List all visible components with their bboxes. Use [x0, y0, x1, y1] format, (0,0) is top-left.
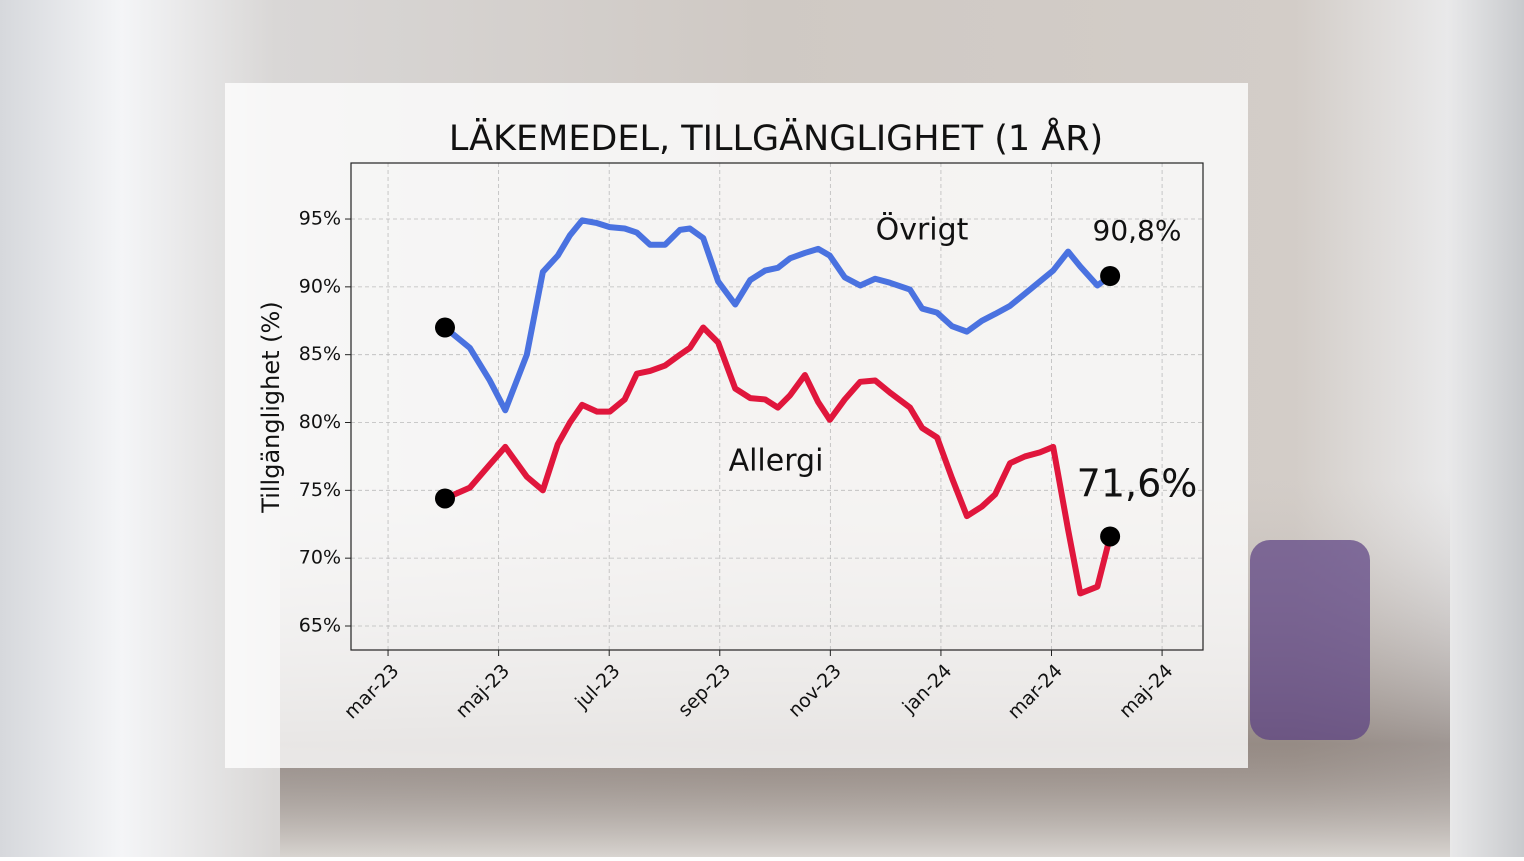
y-axis-label: Tillgänglighet (%) [257, 301, 285, 513]
series-line [443, 217, 1112, 414]
end-marker [1100, 526, 1121, 547]
end-marker [434, 317, 455, 338]
end-marker [434, 488, 455, 509]
y-tick-label: 65% [299, 614, 341, 636]
y-tick-label: 75% [299, 479, 341, 501]
series-label: Allergi [729, 444, 824, 479]
chart-panel [225, 83, 1248, 768]
end-value-label: 71,6% [1077, 462, 1198, 506]
plot-frame [350, 162, 1204, 651]
end-marker [1100, 266, 1121, 287]
chart-title: LÄKEMEDEL, TILLGÄNGLIGHET (1 ÅR) [449, 116, 1103, 159]
series-line [443, 324, 1114, 597]
y-tick-label: 70% [299, 547, 341, 569]
y-tick-label: 85% [299, 343, 341, 365]
background-bottle [1250, 540, 1370, 740]
y-tick-label: 80% [299, 411, 341, 433]
series-label: Övrigt [876, 212, 969, 248]
y-tick-label: 90% [299, 275, 341, 297]
end-value-label: 90,8% [1093, 214, 1182, 247]
y-tick-label: 95% [299, 208, 341, 230]
